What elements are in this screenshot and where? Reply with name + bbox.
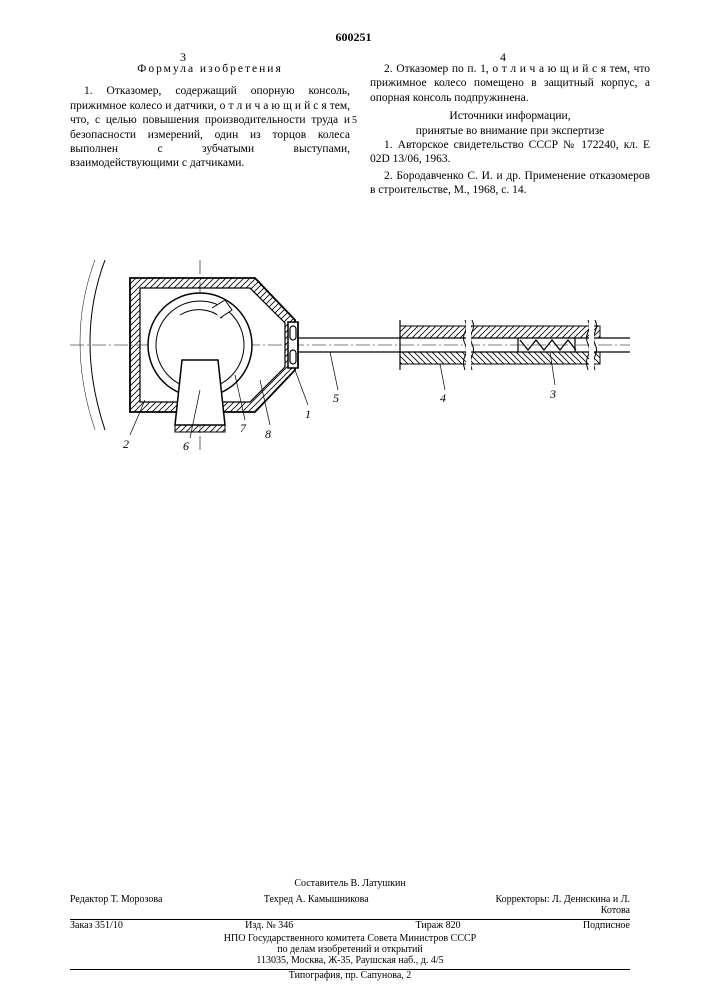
- patent-number: 600251: [0, 30, 707, 45]
- footer-techred: Техред А. Камышникова: [264, 894, 369, 916]
- claim-1: 1. Отказомер, содержащий опорную консоль…: [70, 84, 350, 170]
- source-1: 1. Авторское свидетельство СССР № 172240…: [370, 138, 650, 167]
- line-number-5: 5: [352, 115, 357, 126]
- footer-order-block: Заказ 351/10 Изд. № 346 Тираж 820 Подпис…: [70, 918, 630, 973]
- footer-izd: Изд. № 346: [245, 920, 293, 931]
- page: 600251 3 4 Формула изобретения 1. Отказо…: [0, 0, 707, 1000]
- source-2: 2. Бородавченко С. И. и др. Применение о…: [370, 169, 650, 198]
- technical-diagram: 1 2 3 4 5 6 7 8: [70, 260, 630, 470]
- sources-title: Источники информации,: [370, 109, 650, 123]
- footer-org2: по делам изобретений и открытий: [70, 944, 630, 955]
- footer-podpisnoe: Подписное: [583, 920, 630, 931]
- footer-correctors: Корректоры: Л. Денискина и Л. Котова: [470, 894, 630, 916]
- claim-2: 2. Отказомер по п. 1, о т л и ч а ю щ и …: [370, 62, 650, 105]
- footer-press: Типография, пр. Сапунова, 2: [70, 970, 630, 981]
- formula-title: Формула изобретения: [70, 62, 350, 76]
- diagram-label-2: 2: [123, 437, 129, 451]
- footer-editor: Редактор Т. Морозова: [70, 894, 162, 916]
- footer-address: 113035, Москва, Ж-35, Раушская наб., д. …: [70, 955, 630, 966]
- footer-compositor: Составитель В. Латушкин: [70, 878, 630, 889]
- right-column: 2. Отказомер по п. 1, о т л и ч а ю щ и …: [370, 62, 650, 199]
- diagram-label-3: 3: [549, 387, 556, 401]
- diagram-label-8: 8: [265, 427, 271, 441]
- diagram-label-7: 7: [240, 421, 247, 435]
- sources-subtitle: принятые во внимание при экспертизе: [370, 124, 650, 138]
- footer-org1: НПО Государственного комитета Совета Мин…: [70, 933, 630, 944]
- diagram-label-1: 1: [305, 407, 311, 421]
- footer-order: Заказ 351/10: [70, 920, 123, 931]
- diagram-label-4: 4: [440, 391, 446, 405]
- footer-tirazh: Тираж 820: [416, 920, 461, 931]
- left-column: Формула изобретения 1. Отказомер, содерж…: [70, 62, 350, 173]
- diagram-label-5: 5: [333, 391, 339, 405]
- diagram-label-6: 6: [183, 439, 189, 453]
